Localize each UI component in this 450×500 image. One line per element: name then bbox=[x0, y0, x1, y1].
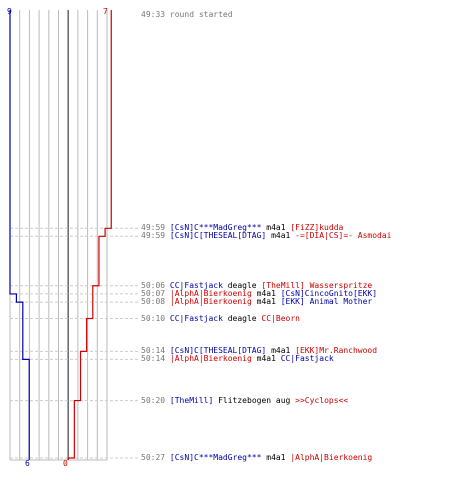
event-weapon: Flitzebogen aug bbox=[213, 395, 296, 405]
event-weapon: m4a1 bbox=[261, 223, 291, 233]
event-player: CC|Fastjack bbox=[169, 313, 223, 323]
event-row: 50:07 |AlphA|Bierkoenig m4a1 [CsN]CincoG… bbox=[141, 289, 377, 298]
event-time: 50:08 bbox=[141, 297, 166, 307]
event-player: |AlphA|Bierkoenig bbox=[169, 354, 252, 364]
event-row: 49:59 [CsN]C***MadGreg*** m4a1 [FiZZ]kud… bbox=[141, 223, 343, 232]
red-team-line bbox=[67, 10, 112, 460]
event-player: [TheMill] Wasserspritze bbox=[261, 280, 373, 290]
event-row: 50:20 [TheMill] Flitzebogen aug >>Cyclop… bbox=[141, 396, 348, 405]
event-row: 50:14 [CsN]C[THESEAL[DTAG] m4a1 [EKK]Mr.… bbox=[141, 346, 377, 355]
event-player: |AlphA|Bierkoenig bbox=[169, 297, 252, 307]
event-player: [CsN]CincoGnito[EKK] bbox=[280, 288, 378, 298]
event-player: >>Cyclops<< bbox=[295, 395, 349, 405]
event-weapon: m4a1 bbox=[266, 231, 296, 241]
event-time: 50:07 bbox=[141, 288, 166, 298]
event-player: -=[DIA|CS]=- Asmodai bbox=[295, 231, 392, 241]
event-player: [EKK]Mr.Ranchwood bbox=[295, 346, 378, 356]
event-time: 50:10 bbox=[141, 313, 166, 323]
event-time: 50:14 bbox=[141, 354, 166, 364]
event-text: round started bbox=[169, 10, 233, 19]
event-player: [CsN]C[THESEAL[DTAG] bbox=[169, 346, 267, 356]
event-weapon: m4a1 bbox=[251, 354, 281, 364]
event-player: [FiZZ]kudda bbox=[290, 223, 344, 233]
event-weapon: m4a1 bbox=[251, 288, 281, 298]
event-time: 50:06 bbox=[141, 280, 166, 290]
event-player: |AlphA|Bierkoenig bbox=[169, 288, 252, 298]
event-row: 50:06 CC|Fastjack deagle [TheMill] Wasse… bbox=[141, 281, 372, 290]
event-player: |AlphA|Bierkoenig bbox=[290, 453, 373, 462]
event-weapon: m4a1 bbox=[251, 297, 281, 307]
event-row: 50:14 |AlphA|Bierkoenig m4a1 CC|Fastjack bbox=[141, 354, 334, 363]
event-player: [TheMill] bbox=[169, 395, 214, 405]
event-row: 49:33 round started bbox=[141, 10, 233, 19]
event-player: [EKK] Animal Mother bbox=[280, 297, 373, 307]
red-start-count: 7 bbox=[103, 7, 108, 16]
event-row: 50:27 [CsN]C***MadGreg*** m4a1 |AlphA|Bi… bbox=[141, 453, 372, 462]
event-weapon: m4a1 bbox=[266, 346, 296, 356]
event-time: 49:59 bbox=[141, 231, 166, 241]
event-time: 50:14 bbox=[141, 346, 166, 356]
blue-team-line bbox=[9, 10, 30, 460]
event-player: [CsN]C***MadGreg*** bbox=[169, 223, 262, 233]
blue-end-count: 6 bbox=[25, 459, 30, 468]
event-player: [CsN]C***MadGreg*** bbox=[169, 453, 262, 462]
event-time: 49:33 bbox=[141, 10, 166, 19]
event-player: [CsN]C[THESEAL[DTAG] bbox=[169, 231, 267, 241]
event-time: 50:27 bbox=[141, 453, 166, 462]
event-weapon: m4a1 bbox=[261, 453, 291, 462]
event-weapon: deagle bbox=[222, 280, 262, 290]
event-player: CC|Beorn bbox=[261, 313, 300, 323]
event-row: 49:59 [CsN]C[THESEAL[DTAG] m4a1 -=[DIA|C… bbox=[141, 231, 391, 240]
event-player: CC|Fastjack bbox=[280, 354, 334, 364]
event-row: 50:10 CC|Fastjack deagle CC|Beorn bbox=[141, 314, 300, 323]
event-time: 50:20 bbox=[141, 395, 166, 405]
event-player: CC|Fastjack bbox=[169, 280, 223, 290]
blue-start-count: 9 bbox=[7, 7, 12, 16]
event-weapon: deagle bbox=[222, 313, 262, 323]
event-row: 50:08 |AlphA|Bierkoenig m4a1 [EKK] Anima… bbox=[141, 297, 372, 306]
event-time: 49:59 bbox=[141, 223, 166, 233]
red-end-count: 0 bbox=[63, 459, 68, 468]
